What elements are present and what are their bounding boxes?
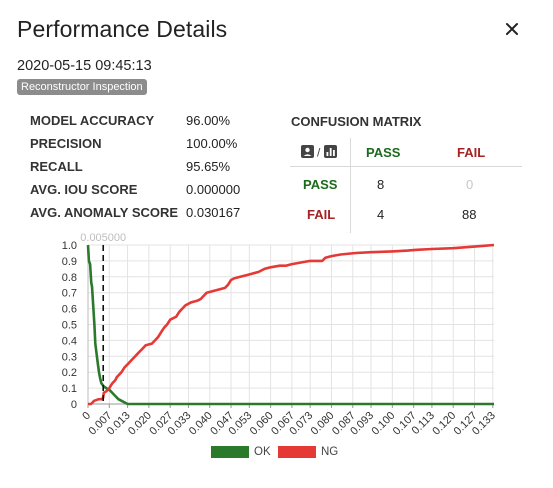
matrix-divider-vertical bbox=[350, 138, 351, 233]
y-tick-label: 1.0 bbox=[62, 240, 77, 252]
legend-swatch-ok bbox=[211, 446, 249, 458]
matrix-header-separator: / bbox=[317, 146, 321, 160]
y-tick-label: 0.4 bbox=[62, 335, 77, 347]
series-line-ng bbox=[88, 243, 495, 406]
chart-grid bbox=[87, 244, 494, 405]
metric-value: 0.030167 bbox=[186, 205, 241, 220]
legend-item-ng[interactable]: NG bbox=[278, 446, 338, 458]
matrix-cell-pass-pass: 8 bbox=[377, 177, 385, 192]
confusion-matrix-title: CONFUSION MATRIX bbox=[291, 114, 422, 129]
y-tick-label: 0.3 bbox=[62, 351, 77, 363]
legend-swatch-ng bbox=[278, 446, 316, 458]
y-tick-label: 0 bbox=[71, 399, 77, 411]
metric-value: 96.00% bbox=[186, 113, 231, 128]
matrix-cell-fail-pass: 4 bbox=[377, 207, 385, 222]
y-tick-label: 0.9 bbox=[62, 256, 77, 268]
dialog-title: Performance Details bbox=[17, 16, 228, 42]
x-tick-label: 0.120 bbox=[430, 410, 458, 438]
metric-label: RECALL bbox=[30, 159, 83, 174]
metric-label: PRECISION bbox=[30, 136, 102, 151]
y-tick-label: 0.1 bbox=[62, 383, 77, 395]
image-icon bbox=[301, 145, 314, 158]
matrix-divider-horizontal bbox=[290, 166, 522, 167]
matrix-row-pass: PASS bbox=[303, 177, 338, 192]
inspection-badge: Reconstructor Inspection bbox=[17, 79, 147, 95]
x-tick-label: 0 bbox=[80, 410, 93, 423]
matrix-col-pass: PASS bbox=[366, 145, 401, 160]
legend-label-ok: OK bbox=[254, 446, 271, 459]
y-tick-label: 0.6 bbox=[62, 304, 77, 316]
chart-series bbox=[86, 243, 495, 406]
x-tick-label: 0.040 bbox=[187, 410, 215, 438]
y-tick-label: 0.2 bbox=[62, 367, 77, 379]
matrix-cell-pass-fail: 0 bbox=[466, 177, 474, 192]
legend-item-ok[interactable]: OK bbox=[211, 446, 271, 458]
metric-value: 0.000000 bbox=[186, 182, 241, 197]
threshold-marker: 0.005000 bbox=[80, 232, 126, 404]
metric-label: MODEL ACCURACY bbox=[30, 113, 155, 128]
legend-label-ng: NG bbox=[321, 446, 339, 459]
matrix-cell-fail-fail: 88 bbox=[462, 207, 477, 222]
y-axis: 0 0.1 0.2 0.3 0.4 0.5 0.6 0.7 0.8 0.9 1.0 bbox=[62, 240, 89, 411]
metric-label: AVG. ANOMALY SCORE bbox=[30, 205, 179, 220]
metric-value: 100.00% bbox=[186, 136, 238, 151]
y-tick-label: 0.7 bbox=[62, 288, 77, 300]
x-tick-label: 0.060 bbox=[248, 410, 276, 438]
metric-value: 95.65% bbox=[186, 159, 231, 174]
close-icon[interactable] bbox=[501, 18, 523, 40]
x-tick-label: 0.020 bbox=[126, 410, 154, 438]
series-line-ok bbox=[86, 244, 494, 406]
matrix-row-fail: FAIL bbox=[307, 207, 336, 222]
y-tick-label: 0.5 bbox=[62, 320, 77, 332]
timestamp: 2020-05-15 09:45:13 bbox=[17, 58, 152, 74]
chart-icon bbox=[324, 145, 337, 158]
x-axis: 00.0070.0130.0200.0270.0330.0400.0470.05… bbox=[80, 403, 498, 438]
x-tick-label: 0.100 bbox=[370, 410, 398, 438]
threshold-label: 0.005000 bbox=[80, 232, 126, 244]
matrix-col-fail: FAIL bbox=[457, 145, 486, 160]
y-tick-label: 0.8 bbox=[62, 272, 77, 284]
matrix-header-icons: / bbox=[301, 145, 337, 160]
metric-label: AVG. IOU SCORE bbox=[30, 182, 138, 197]
x-tick-label: 0.080 bbox=[309, 410, 337, 438]
